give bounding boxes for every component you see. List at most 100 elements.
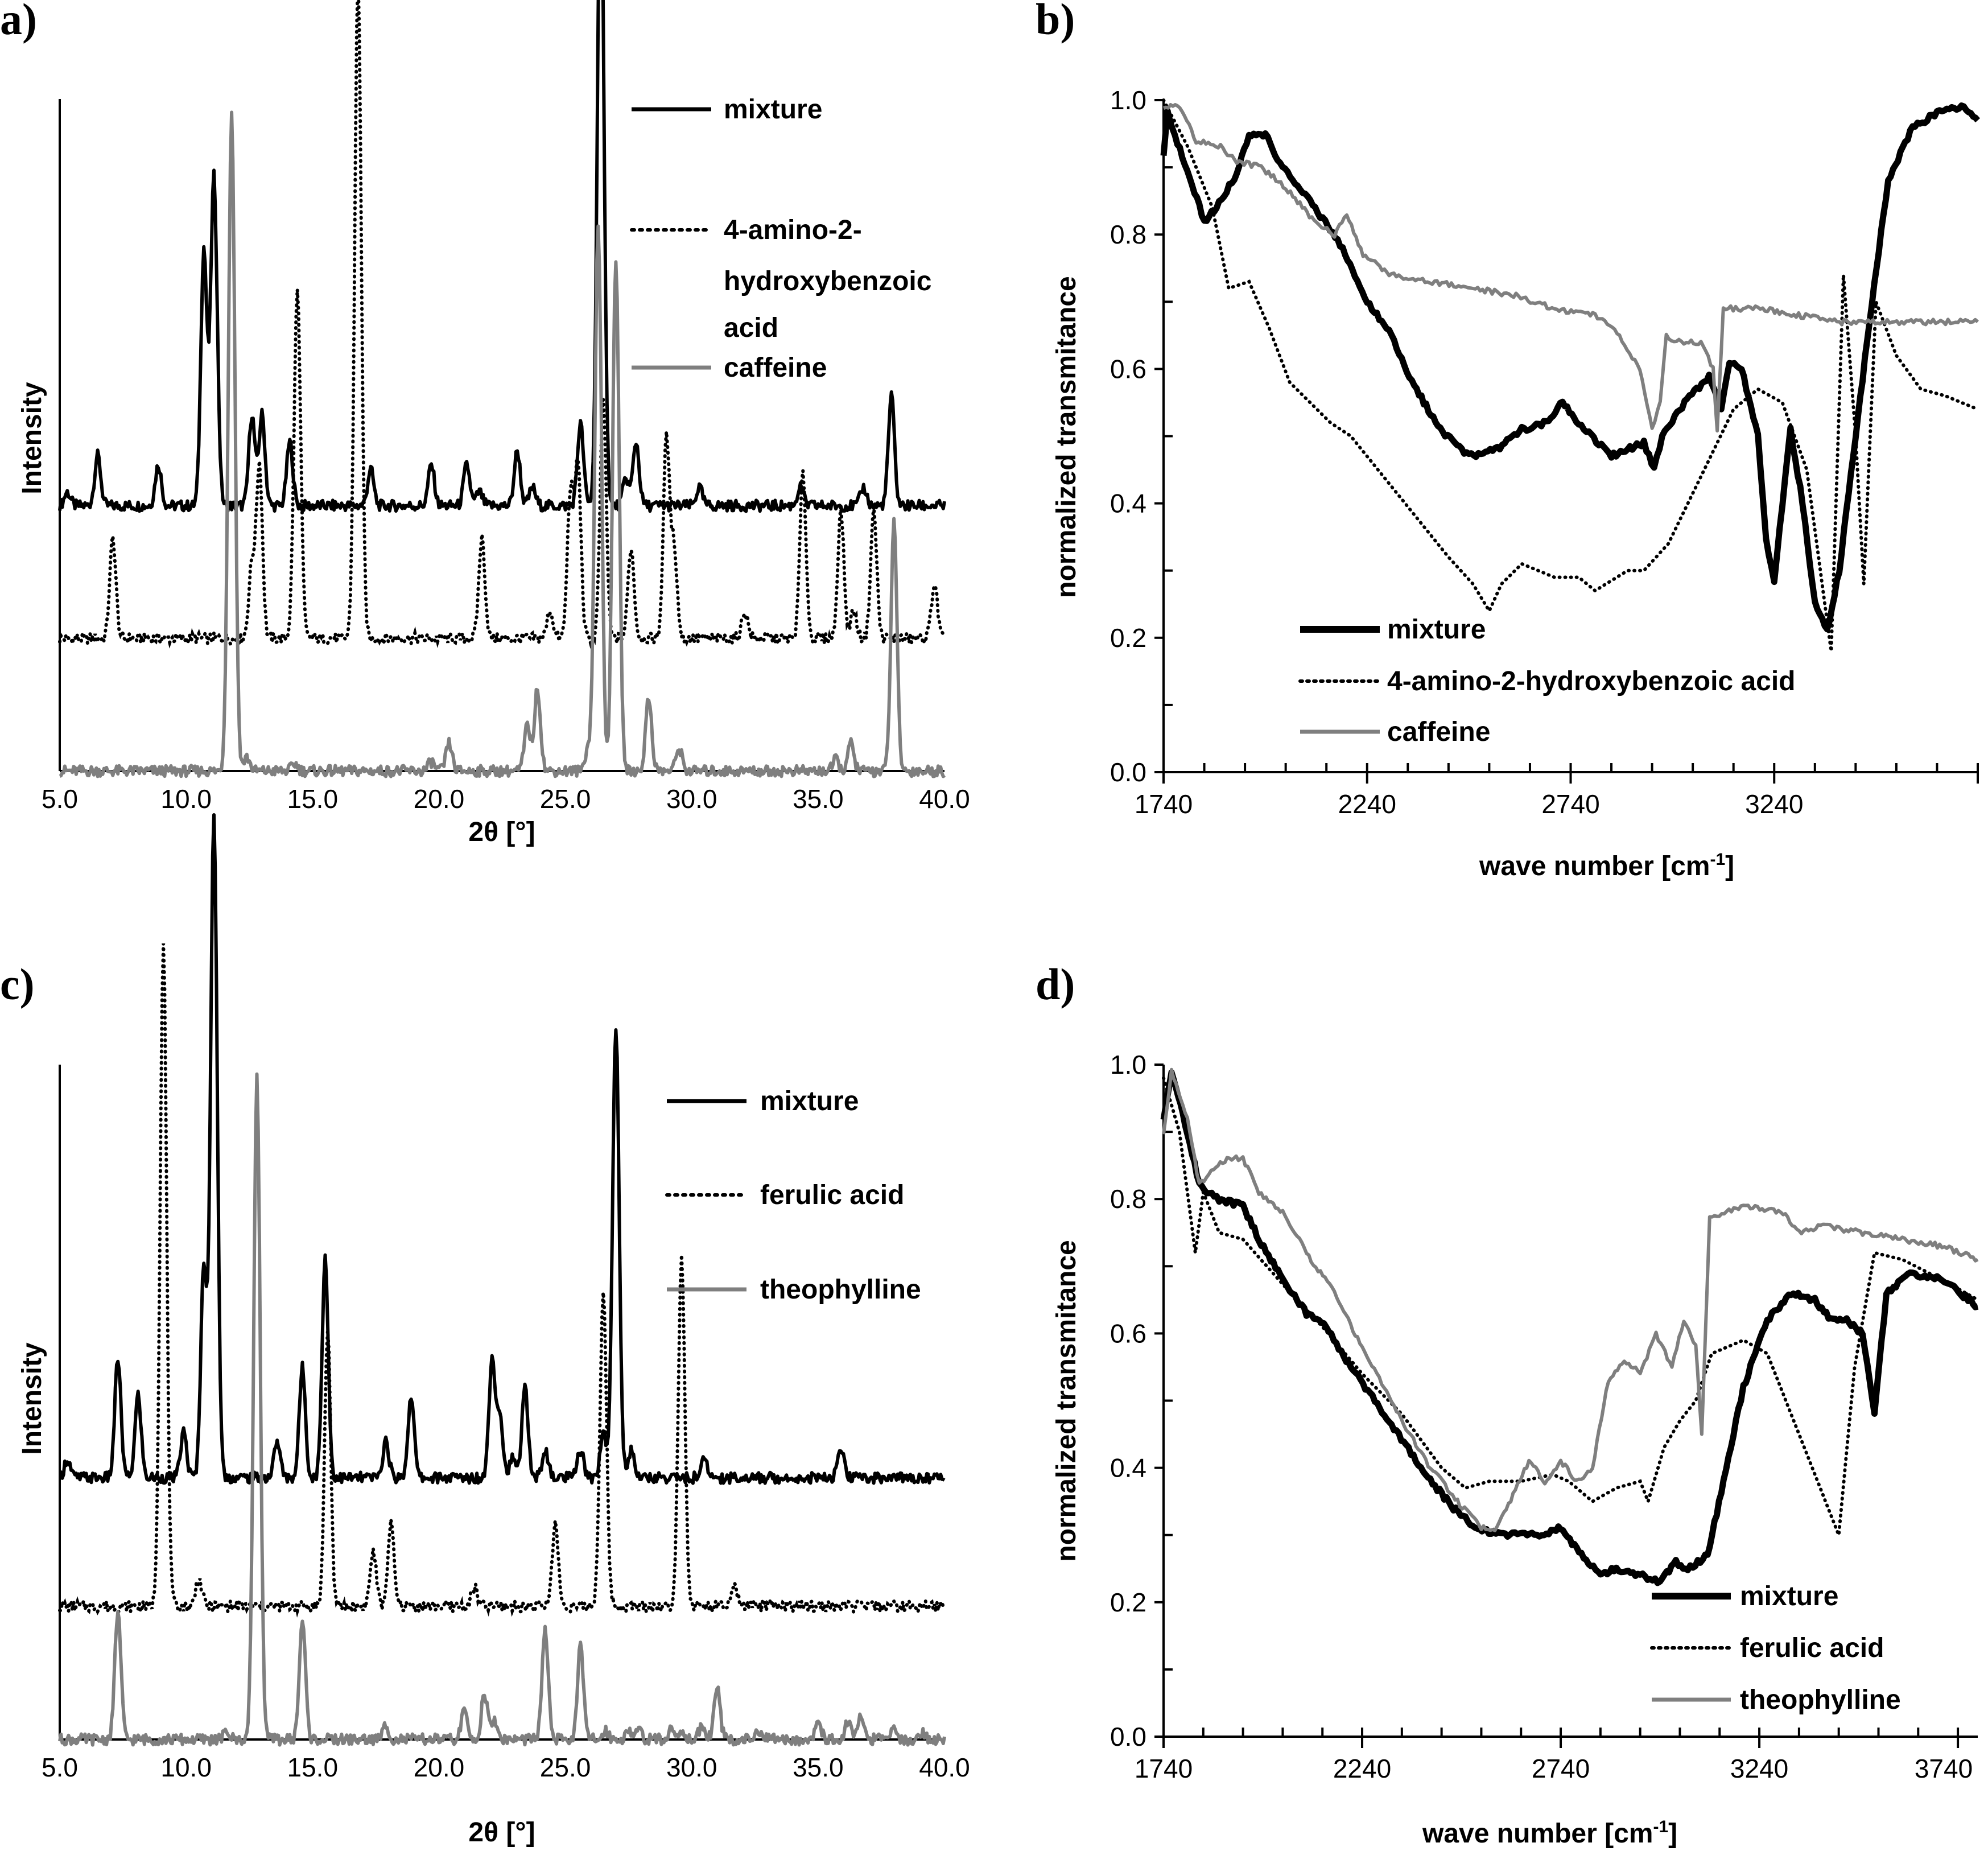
x-tick-label: 40.0	[919, 784, 970, 814]
legend-label-mixture: mixture	[724, 94, 822, 125]
panel-label: d)	[1036, 959, 1075, 1009]
y-tick-label: 0.6	[1110, 354, 1146, 384]
y-axis-title: Intensity	[17, 1342, 47, 1455]
x-axis-title-superscript: -1	[1710, 850, 1725, 869]
x-axis-title-main: wave number [cm	[1479, 851, 1710, 881]
x-tick-label: 10.0	[160, 1753, 212, 1782]
legend-label-caffeine: caffeine	[724, 353, 827, 383]
x-tick-label: 3740	[1915, 1754, 1973, 1783]
x-tick-label: 20.0	[414, 784, 465, 814]
x-tick-label: 25.0	[540, 1753, 591, 1782]
x-tick-label: 1740	[1135, 1754, 1193, 1783]
x-tick-label: 10.0	[160, 784, 212, 814]
x-tick-label: 35.0	[793, 1753, 844, 1782]
legend-label-theophylline: theophylline	[1740, 1685, 1901, 1715]
axes	[59, 1065, 944, 1741]
series-line-mixture	[58, 0, 946, 513]
series-line-4-amino-2-hydroxybenzoic-acid	[1162, 98, 1979, 652]
x-tick-label: 40.0	[919, 1753, 970, 1782]
x-axis-title-main: wave number [cm	[1422, 1819, 1653, 1849]
y-axis-title: normalized transmitance	[1051, 1240, 1082, 1562]
y-tick-label: 0.0	[1110, 757, 1146, 787]
series-line-theophylline	[1162, 1067, 1979, 1532]
legend-label-4-amino-2-hydroxybenzoic-acid-line1: 4-amino-2-	[724, 215, 862, 245]
x-tick-label: 30.0	[666, 784, 717, 814]
legend-label-theophylline: theophylline	[760, 1275, 921, 1305]
x-tick-label: 3240	[1745, 789, 1803, 819]
series-group	[1160, 1067, 1979, 1586]
panel-c-xrd-chart: c) Intensity 2θ [°] 5.0 10.0 15.0 20.0 25.0 3…	[0, 813, 970, 1848]
x-axis-title-suffix: ]	[1725, 851, 1734, 881]
legend-label-mixture: mixture	[1740, 1581, 1838, 1611]
y-tick-label: 1.0	[1110, 1050, 1146, 1079]
x-tick-label: 25.0	[540, 784, 591, 814]
x-axis-title: wave number [cm-1]	[1479, 850, 1734, 881]
x-tick-label: 2240	[1338, 789, 1396, 819]
panel-d-ir-chart: d) normalized transmitance wave number […	[1036, 959, 1979, 1849]
series-line-mixture	[1160, 1069, 1979, 1586]
ticks: 0.0 0.2 0.4 0.6 0.8 1.0 1740 2240 2740 3240	[1110, 85, 1979, 819]
x-tick-label: 3240	[1730, 1754, 1788, 1783]
panel-label: c)	[0, 959, 35, 1009]
legend: mixture ferulic acid theophylline	[1650, 1581, 1901, 1715]
x-ticks: 5.0 10.0 15.0 20.0 25.0 30.0 35.0 40.0	[42, 1753, 970, 1782]
panel-label: b)	[1036, 0, 1075, 44]
series-group	[58, 0, 946, 778]
y-axis-title: normalized transmitance	[1051, 276, 1082, 598]
legend-label-ferulic-acid: ferulic acid	[1740, 1633, 1884, 1663]
y-tick-label: 0.8	[1110, 1184, 1146, 1214]
x-axis-title: 2θ [°]	[468, 817, 535, 847]
x-tick-label: 5.0	[42, 1753, 78, 1782]
ticks: 0.0 0.2 0.4 0.6 0.8 1.0 1740 2240 2740 3240 3740	[1110, 1050, 1973, 1783]
series-line-theophylline	[58, 1072, 946, 1747]
series-line-caffeine	[1163, 103, 1979, 433]
y-tick-label: 0.4	[1110, 489, 1146, 518]
x-axis-title: 2θ [°]	[468, 1817, 535, 1848]
legend: mixture ferulic acid theophylline	[665, 1086, 921, 1305]
series-line-caffeine	[59, 110, 946, 778]
series-line-mixture	[59, 813, 946, 1485]
series-line-mixture	[1160, 102, 1981, 633]
y-tick-label: 1.0	[1110, 85, 1146, 115]
legend-label-4-amino-2-hydroxybenzoic-acid-line2: hydroxybenzoic	[724, 266, 931, 296]
x-tick-label: 35.0	[793, 784, 844, 814]
series-line-ferulic-acid	[1162, 1076, 1979, 1536]
x-tick-label: 5.0	[42, 784, 78, 814]
y-axis-title: Intensity	[17, 382, 47, 494]
legend-label-caffeine: caffeine	[1387, 717, 1490, 747]
y-tick-label: 0.2	[1110, 623, 1146, 653]
series-group	[58, 813, 946, 1747]
x-tick-label: 1740	[1135, 789, 1193, 819]
y-tick-label: 0.8	[1110, 220, 1146, 249]
legend: mixture 4-amino-2- hydroxybenzoic acid c…	[630, 94, 931, 383]
x-ticks: 5.0 10.0 15.0 20.0 25.0 30.0 35.0 40.0	[42, 784, 970, 814]
x-tick-label: 15.0	[287, 784, 339, 814]
x-axis-title: wave number [cm-1]	[1422, 1817, 1677, 1849]
x-tick-label: 2740	[1532, 1754, 1590, 1783]
legend-label-4-amino-2-hydroxybenzoic-acid-line3: acid	[724, 313, 778, 343]
legend-label-mixture: mixture	[1387, 615, 1486, 645]
legend-label-ferulic-acid: ferulic acid	[760, 1180, 904, 1210]
panel-label: a)	[0, 0, 37, 44]
legend-label-4-amino-2-hydroxybenzoic-acid: 4-amino-2-hydroxybenzoic acid	[1387, 666, 1796, 696]
x-tick-label: 2740	[1541, 789, 1599, 819]
x-axis-title-superscript: -1	[1653, 1817, 1668, 1836]
series-line-ferulic-acid	[58, 943, 946, 1618]
panel-b-ir-chart: b) normalized transmitance wave number […	[1036, 0, 1981, 881]
y-tick-label: 0.6	[1110, 1318, 1146, 1348]
legend-label-mixture: mixture	[760, 1086, 859, 1116]
x-tick-label: 30.0	[666, 1753, 717, 1782]
series-line-4-amino-2-hydroxybenzoic-acid	[58, 0, 946, 650]
x-tick-label: 20.0	[414, 1753, 465, 1782]
series-group	[1160, 98, 1981, 652]
x-tick-label: 2240	[1333, 1754, 1391, 1783]
legend: mixture 4-amino-2-hydroxybenzoic acid ca…	[1298, 615, 1796, 747]
x-tick-label: 15.0	[287, 1753, 339, 1782]
y-tick-label: 0.2	[1110, 1588, 1146, 1617]
panel-a-xrd-chart: a) Intensity 2θ [°] 5.0 10.0 15.0 20.0 25.0 3…	[0, 0, 970, 847]
x-axis-title-suffix: ]	[1668, 1819, 1677, 1849]
y-tick-label: 0.4	[1110, 1453, 1146, 1483]
y-tick-label: 0.0	[1110, 1722, 1146, 1751]
axes	[59, 99, 944, 772]
